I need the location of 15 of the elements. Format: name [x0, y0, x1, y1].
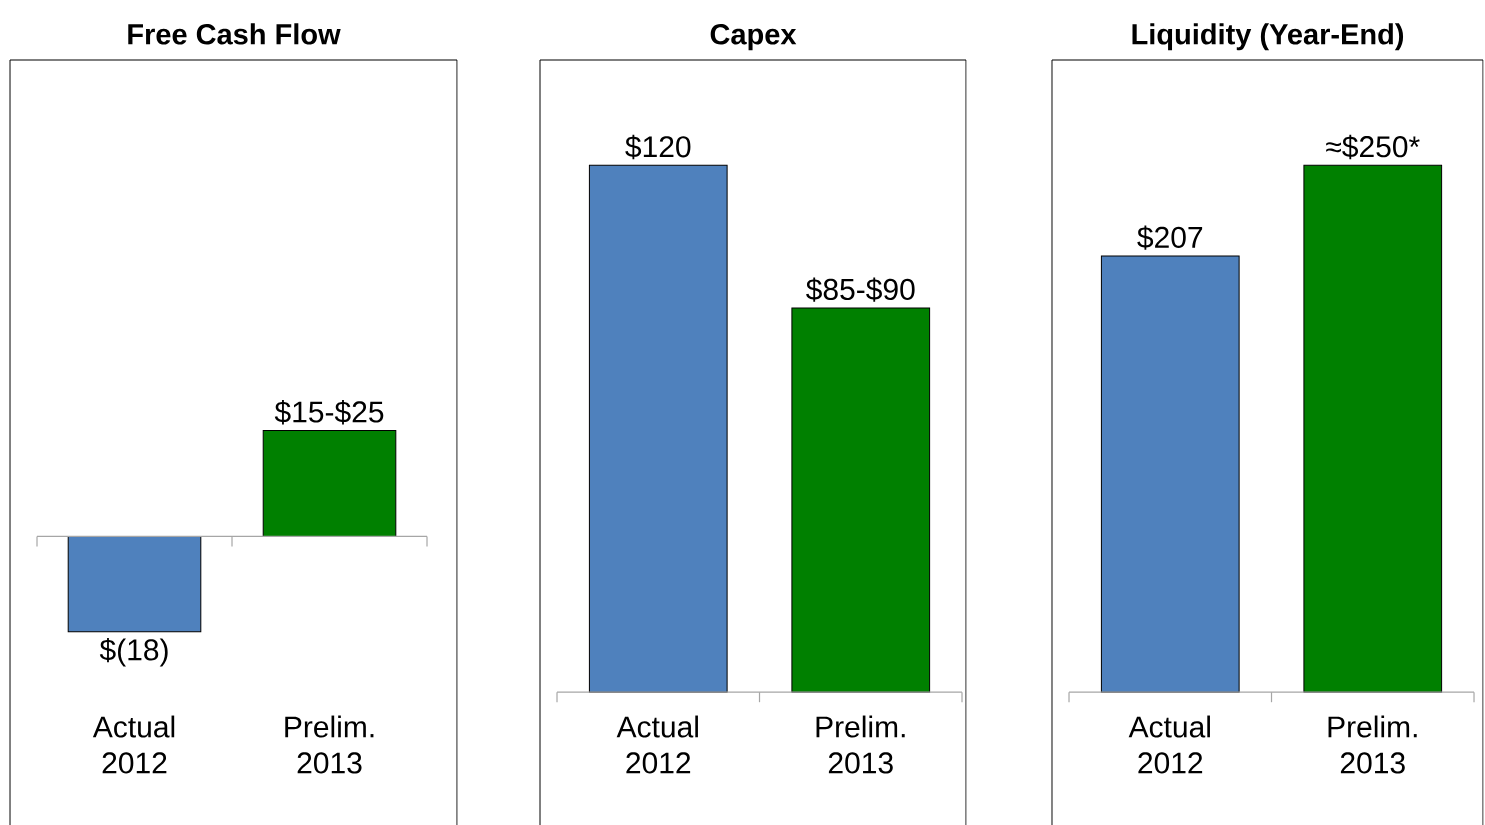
data-label: $85-$90 — [806, 277, 915, 302]
x-tick-label: Actual 2012 — [616, 715, 698, 774]
chart-title: Liquidity (Year-End) — [1132, 23, 1404, 51]
chart-title: Capex — [710, 24, 797, 51]
data-label: $(18) — [99, 637, 168, 667]
x-tick-label: Actual 2012 — [1128, 715, 1210, 774]
chart-title: Free Cash Flow — [128, 23, 341, 45]
x-tick-label: Prelim. 2013 — [1328, 715, 1417, 774]
data-label: ≈$250* — [1326, 134, 1420, 160]
x-tick-label: Actual 2012 — [92, 715, 175, 774]
x-tick-label: Prelim. 2013 — [285, 715, 374, 774]
data-label: $15-$25 — [274, 400, 384, 425]
data-label: $120 — [625, 134, 691, 160]
data-label: $207 — [1137, 225, 1203, 250]
x-tick-label: Prelim. 2013 — [816, 715, 905, 774]
